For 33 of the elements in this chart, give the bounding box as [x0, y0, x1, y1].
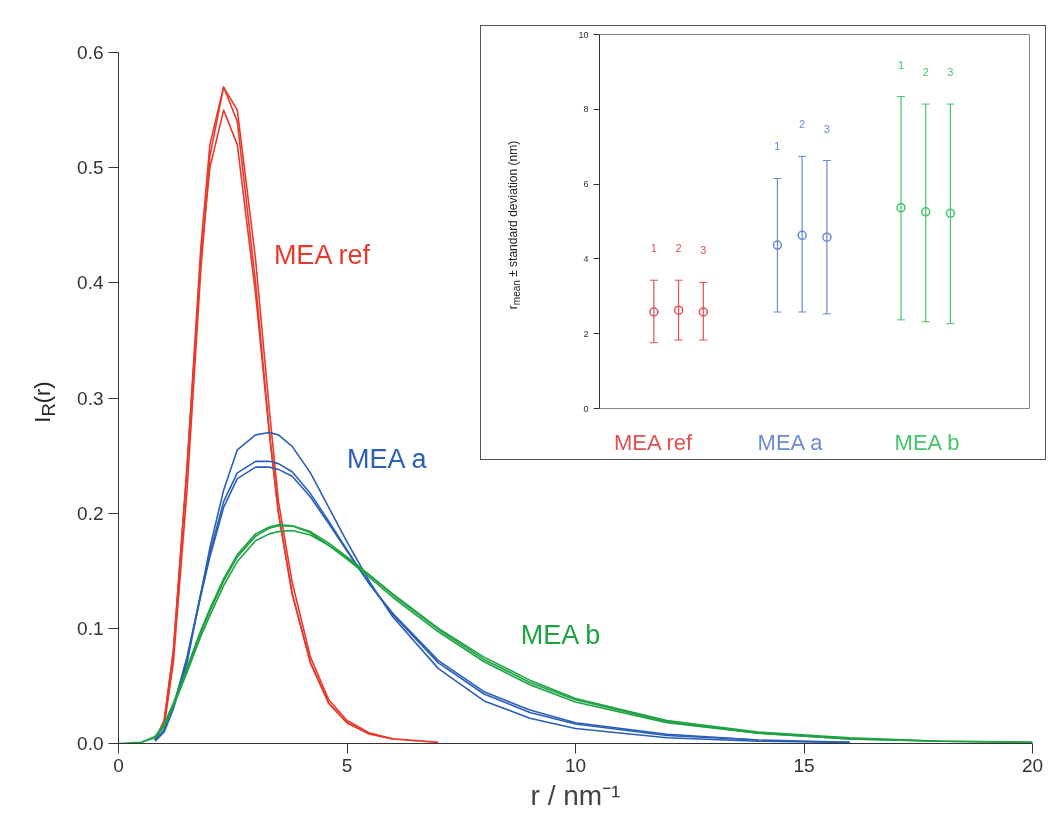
x-tick-label: 20 — [1021, 754, 1044, 776]
x-tick-label: 5 — [341, 754, 353, 776]
y-tick-label: 0.0 — [77, 733, 104, 754]
x-tick-label: 15 — [793, 754, 815, 776]
category-label: 1 — [650, 242, 657, 255]
y-tick-label: 10 — [578, 29, 589, 40]
text: MEA ref — [613, 429, 693, 457]
x-axis-title: r / nm⁻¹ — [530, 779, 621, 811]
text: MEA a — [757, 429, 823, 457]
category-label: 3 — [700, 244, 707, 257]
y-tick-label: 0.5 — [77, 157, 104, 179]
y-tick-label: 0.2 — [77, 502, 104, 524]
y-tick-label: 0.6 — [77, 42, 104, 63]
category-label: 2 — [922, 66, 929, 79]
category-label: 3 — [947, 66, 954, 79]
y-tick-label: 2 — [583, 328, 589, 339]
y-tick-label: 0 — [583, 403, 589, 414]
series-label: MEA ref — [273, 240, 371, 271]
y-tick-label: 0.3 — [77, 387, 104, 409]
category-label: 2 — [799, 118, 806, 131]
category-label: 1 — [774, 140, 781, 153]
y-tick-label: 0.1 — [77, 617, 104, 639]
y-tick-label: 8 — [583, 104, 589, 115]
series-label: MEA b — [520, 620, 601, 651]
series-label: MEA a — [347, 444, 428, 475]
category-label: 2 — [675, 242, 682, 255]
category-label: 1 — [897, 58, 905, 71]
y-tick-label: 4 — [583, 253, 589, 264]
text: MEA b — [894, 429, 960, 457]
x-tick-label: 0 — [113, 754, 124, 776]
category-label: 3 — [823, 122, 830, 135]
y-tick-label: 0.4 — [77, 272, 104, 294]
y-tick-label: 6 — [583, 179, 589, 190]
